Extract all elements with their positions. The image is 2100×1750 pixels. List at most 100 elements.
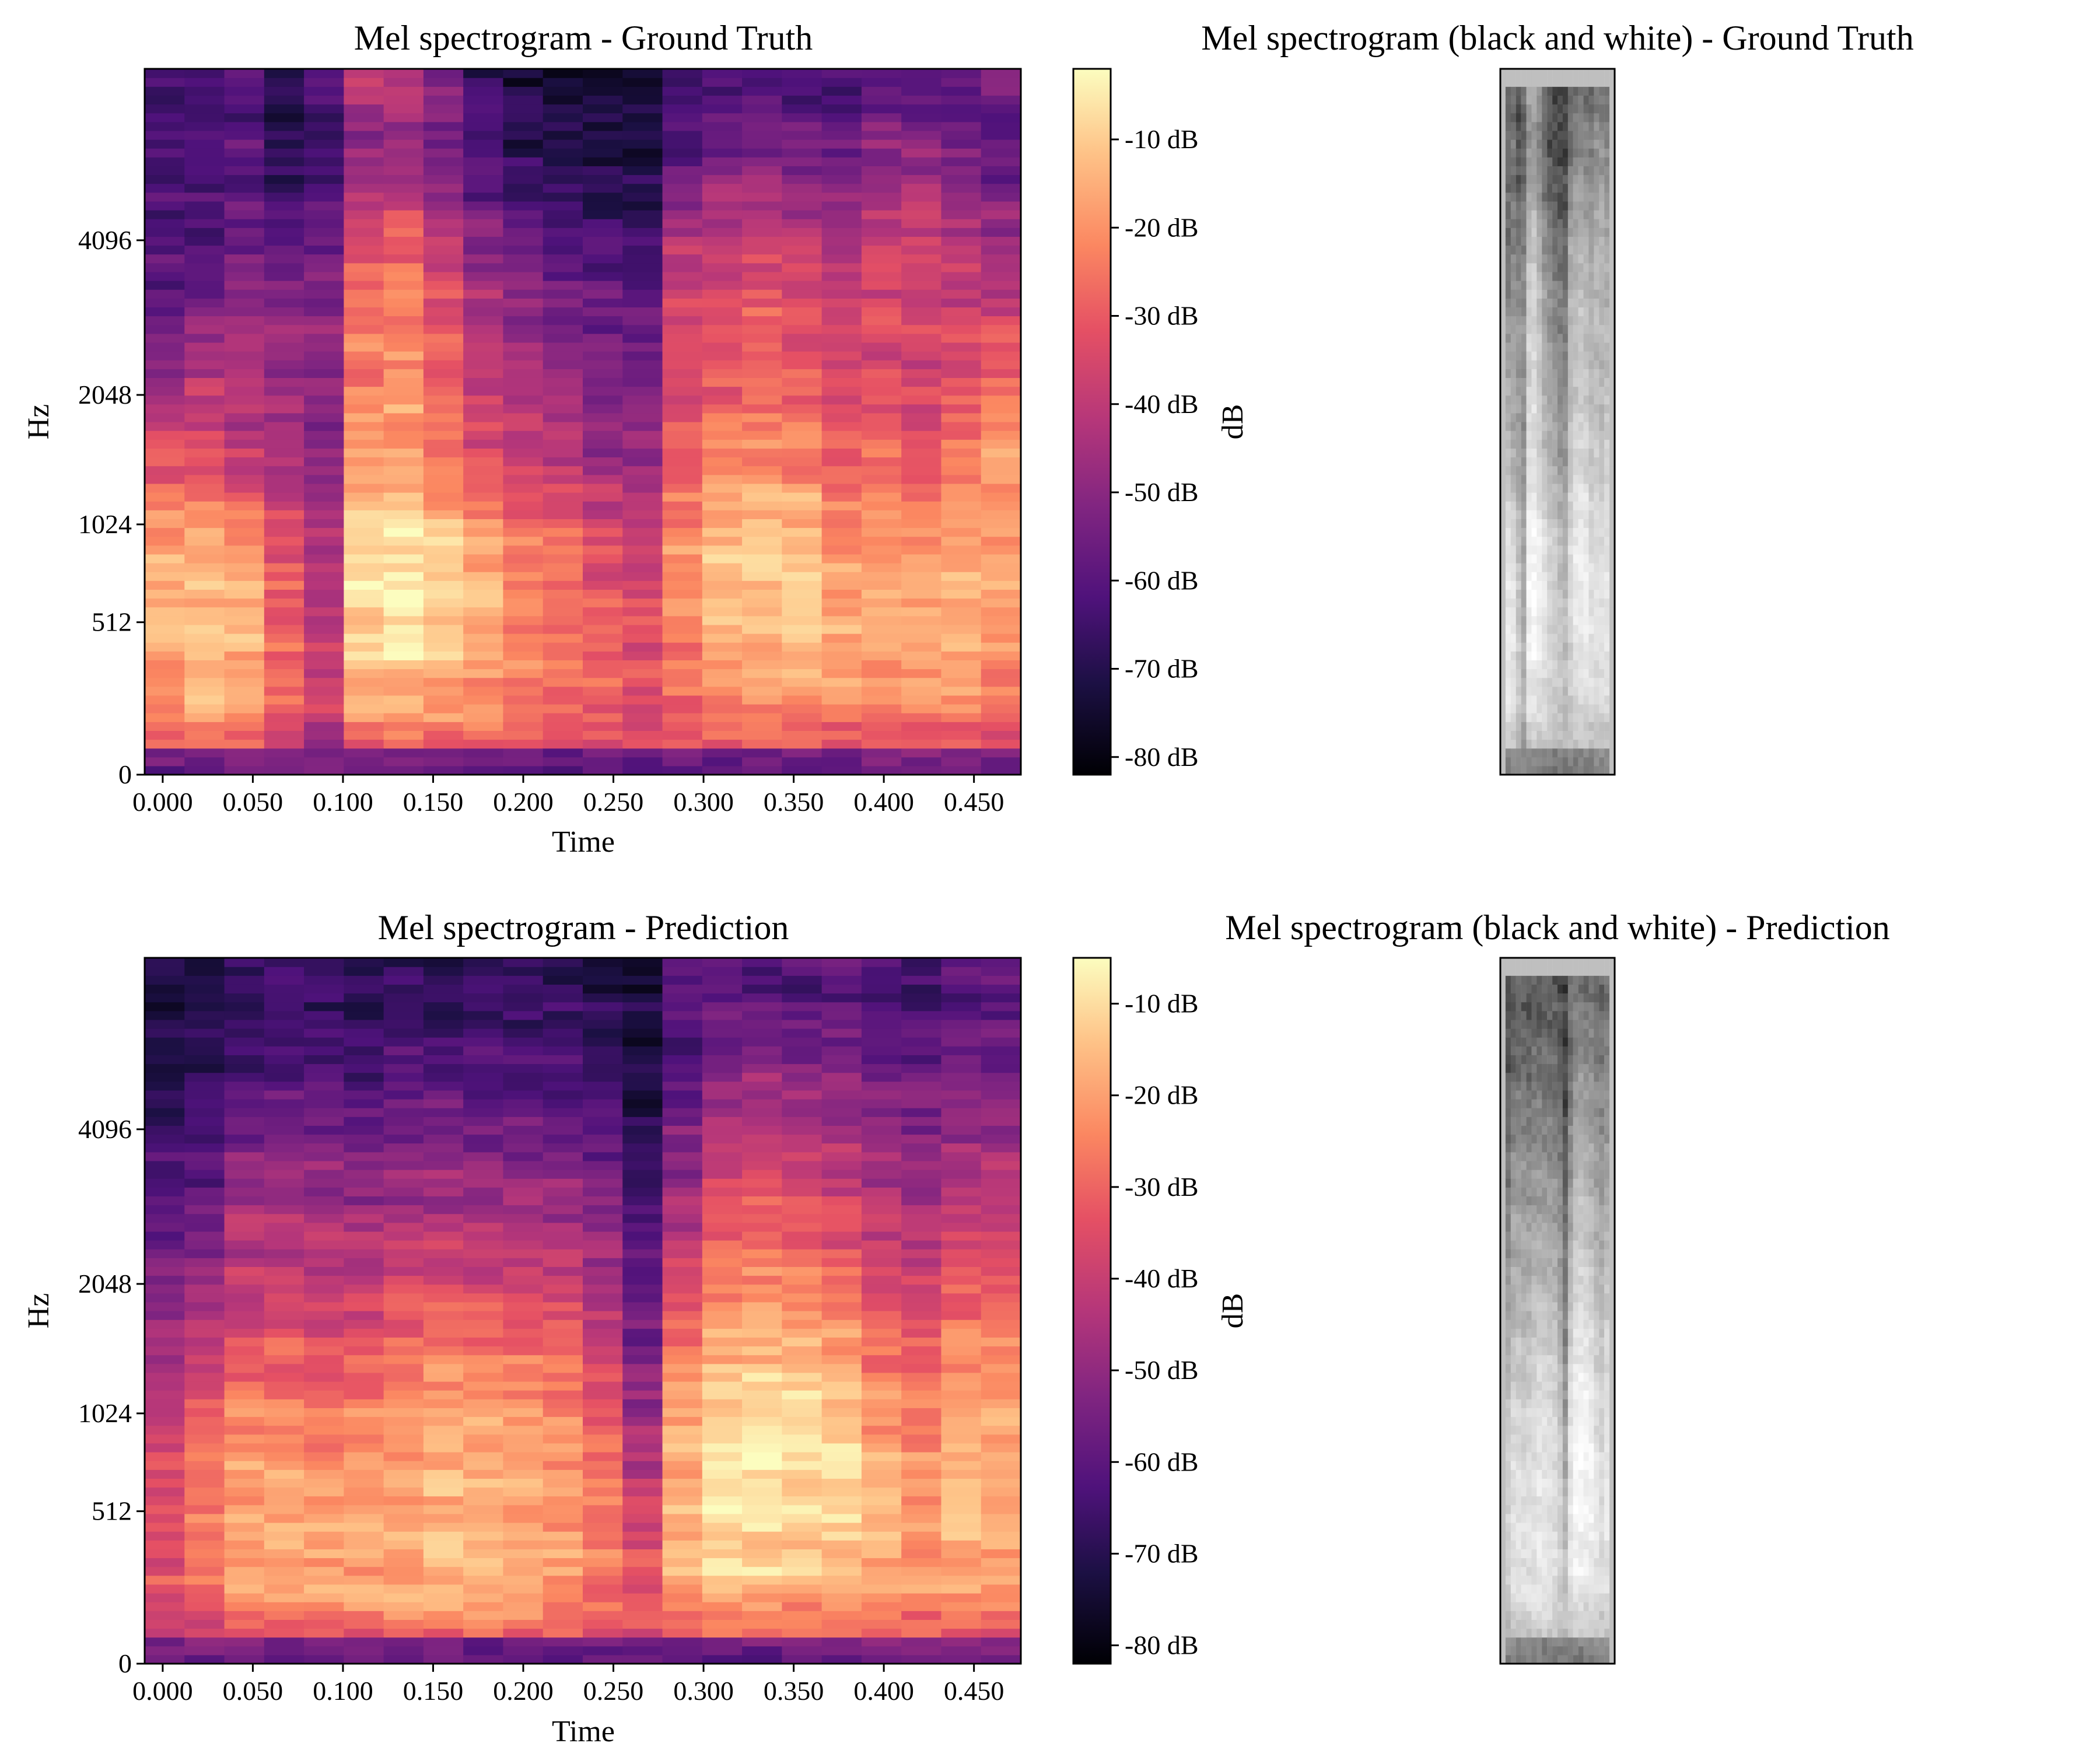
heatmap-cell bbox=[542, 975, 584, 985]
bw-cell bbox=[1567, 307, 1573, 317]
bw-cell bbox=[1510, 201, 1516, 211]
heatmap-cell bbox=[145, 1134, 186, 1144]
heatmap-cell bbox=[423, 1002, 464, 1012]
heatmap-cell bbox=[622, 1275, 663, 1285]
heatmap-cell bbox=[662, 1160, 704, 1170]
heatmap-cell bbox=[662, 695, 704, 705]
heatmap-cell bbox=[782, 457, 823, 467]
bw-cell bbox=[1583, 474, 1589, 484]
heatmap-cell bbox=[742, 1028, 783, 1038]
bw-cell bbox=[1609, 580, 1615, 590]
heatmap-cell bbox=[742, 993, 783, 1003]
heatmap-cell bbox=[702, 1354, 743, 1364]
bw-cell bbox=[1558, 210, 1563, 219]
bw-cell bbox=[1500, 501, 1506, 510]
heatmap-cell bbox=[304, 1602, 345, 1611]
heatmap-cell bbox=[184, 430, 225, 440]
heatmap-cell bbox=[264, 1160, 305, 1170]
heatmap-cell bbox=[821, 1213, 863, 1223]
heatmap-cell bbox=[622, 1010, 663, 1020]
heatmap-cell bbox=[662, 262, 704, 272]
bw-cell bbox=[1547, 139, 1553, 149]
bw-cell bbox=[1516, 271, 1521, 281]
heatmap-cell bbox=[264, 333, 305, 343]
bw-cell bbox=[1609, 439, 1615, 449]
bw-cell bbox=[1604, 589, 1610, 599]
heatmap-cell bbox=[383, 739, 425, 749]
bw-cell bbox=[1531, 342, 1537, 352]
bw-cell bbox=[1500, 695, 1506, 705]
heatmap-cell bbox=[224, 1399, 265, 1408]
bw-cell bbox=[1500, 236, 1506, 246]
bw-cell bbox=[1567, 130, 1573, 140]
heatmap-cell bbox=[383, 1381, 425, 1391]
heatmap-cell bbox=[304, 201, 345, 211]
heatmap-cell bbox=[702, 1628, 743, 1638]
heatmap-cell bbox=[702, 298, 743, 307]
heatmap-cell bbox=[304, 1134, 345, 1144]
heatmap-cell bbox=[542, 1063, 584, 1073]
bw-cell bbox=[1567, 545, 1573, 555]
bw-cell bbox=[1573, 316, 1578, 326]
heatmap-cell bbox=[383, 1372, 425, 1382]
heatmap-cell bbox=[662, 351, 704, 360]
heatmap-cell bbox=[423, 536, 464, 546]
heatmap-cell bbox=[702, 677, 743, 687]
bw-cell bbox=[1609, 148, 1615, 158]
heatmap-cell bbox=[901, 236, 942, 246]
heatmap-cell bbox=[782, 1372, 823, 1382]
heatmap-cell bbox=[821, 483, 863, 493]
heatmap-cell bbox=[622, 624, 663, 634]
bw-cell bbox=[1552, 113, 1558, 123]
heatmap-cell bbox=[662, 281, 704, 290]
heatmap-cell bbox=[622, 1205, 663, 1214]
heatmap-cell bbox=[264, 1496, 305, 1506]
heatmap-cell bbox=[583, 430, 624, 440]
heatmap-cell bbox=[742, 1249, 783, 1258]
heatmap-cell bbox=[542, 1354, 584, 1364]
heatmap-cell bbox=[184, 519, 225, 528]
heatmap-cell bbox=[344, 1205, 385, 1214]
bw-cell bbox=[1583, 412, 1589, 422]
heatmap-cell bbox=[622, 78, 663, 87]
heatmap-cell bbox=[542, 324, 584, 334]
heatmap-cell bbox=[782, 1081, 823, 1091]
bw-cell bbox=[1573, 501, 1578, 510]
heatmap-cell bbox=[304, 271, 345, 281]
bw-cell bbox=[1588, 183, 1594, 193]
heatmap-cell bbox=[821, 713, 863, 722]
bw-cell bbox=[1578, 281, 1584, 290]
bw-cell bbox=[1567, 262, 1573, 272]
bw-cell bbox=[1510, 113, 1516, 123]
bw-cell bbox=[1594, 527, 1600, 537]
heatmap-cell bbox=[264, 1619, 305, 1629]
bw-cell bbox=[1588, 589, 1594, 599]
heatmap-cell bbox=[503, 1152, 544, 1161]
heatmap-cell bbox=[583, 192, 624, 202]
heatmap-cell bbox=[304, 1496, 345, 1506]
heatmap-cell bbox=[184, 1258, 225, 1267]
heatmap-cell bbox=[264, 307, 305, 317]
bw-cell bbox=[1583, 236, 1589, 246]
heatmap-cell bbox=[224, 1275, 265, 1285]
bw-cell bbox=[1578, 377, 1584, 387]
bw-cell bbox=[1588, 289, 1594, 299]
bw-cell bbox=[1516, 157, 1521, 166]
bw-cell bbox=[1558, 765, 1563, 775]
heatmap-cell bbox=[782, 1187, 823, 1196]
bw-cell bbox=[1536, 412, 1542, 422]
heatmap-cell bbox=[145, 501, 186, 510]
bw-cell bbox=[1573, 174, 1578, 184]
heatmap-cell bbox=[264, 1293, 305, 1303]
heatmap-cell bbox=[901, 642, 942, 652]
bw-cell bbox=[1573, 624, 1578, 634]
bw-cell bbox=[1583, 395, 1589, 405]
heatmap-cell bbox=[622, 351, 663, 360]
heatmap-cell bbox=[503, 1187, 544, 1196]
heatmap-cell bbox=[742, 1469, 783, 1479]
heatmap-cell bbox=[622, 1637, 663, 1647]
bw-cell bbox=[1531, 412, 1537, 422]
heatmap-cell bbox=[782, 1160, 823, 1170]
bw-cell bbox=[1594, 342, 1600, 352]
bw-cell bbox=[1609, 404, 1615, 414]
